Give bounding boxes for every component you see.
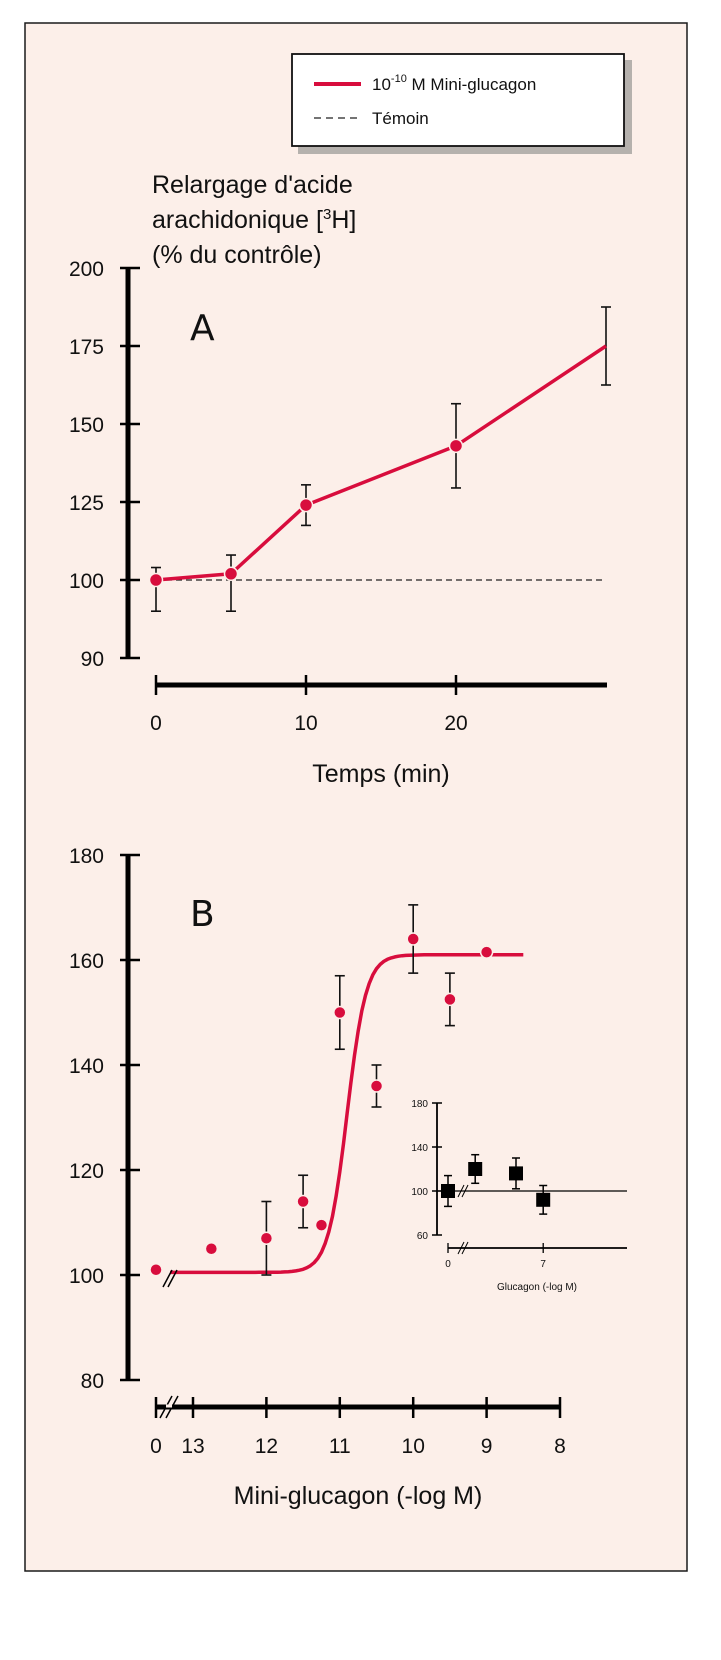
inset-x-axis-break — [457, 1184, 469, 1255]
inset-x-tick-label: 7 — [540, 1259, 546, 1270]
fit-curve — [170, 953, 524, 1275]
panel-a-y-tick-label: 90 — [81, 648, 104, 671]
panel-b-y-tick-label: 160 — [69, 950, 104, 973]
panel-b-x-ticks: 0 13 12 11 10 9 8 — [150, 1397, 566, 1458]
panel-a-y-tick-label: 175 — [69, 336, 104, 359]
inset-x-tick-label: 0 — [445, 1259, 451, 1270]
y-axis-title-line1: Relargage d'acide — [152, 171, 353, 199]
legend-box — [291, 53, 625, 147]
panel-b-y-tick-label: 120 — [69, 1160, 104, 1183]
panel-b-letter: B — [190, 894, 215, 935]
inset-x-axis-title: Glucagon (-log M) — [497, 1282, 577, 1293]
panel-b-x-tick-label: 10 — [402, 1435, 425, 1458]
panel-b-x-tick-label: 9 — [481, 1435, 493, 1458]
inset-data-point — [536, 1192, 551, 1207]
inset-marks — [441, 1153, 551, 1215]
panel-a-x-axis-title: Temps (min) — [312, 760, 450, 788]
panel-b-marks — [149, 904, 524, 1288]
data-point — [314, 1218, 329, 1232]
data-point — [298, 497, 314, 513]
panel-a-marks — [148, 306, 611, 613]
inset-y-tick-label: 140 — [411, 1143, 428, 1154]
data-point — [443, 992, 457, 1007]
figure-frame — [24, 22, 688, 1572]
data-point — [406, 932, 420, 946]
panel-a-y-tick-label: 100 — [69, 570, 104, 593]
panel-a-x-tick-label: 20 — [444, 712, 467, 735]
panel-a-y-ticks: 90 100 125 150 175 200 — [69, 258, 140, 671]
panel-a-y-tick-label: 150 — [69, 414, 104, 437]
data-point — [479, 945, 494, 959]
legend-label-mini-glucagon: 10-10 M Mini-glucagon — [372, 73, 536, 94]
panel-a-x-ticks: 0 10 20 — [150, 675, 468, 735]
curve-break-mark — [167, 1269, 178, 1288]
panel-b-y-tick-label: 140 — [69, 1055, 104, 1078]
data-point — [204, 1242, 219, 1256]
data-point — [333, 1005, 347, 1020]
panel-a-letter: A — [190, 308, 215, 349]
panel-b-x-tick-label: 11 — [329, 1435, 351, 1458]
panel-b: B 80 100 120 140 160 180 0 13 12 11 10 9 8 Mini-glu… — [69, 845, 627, 1510]
y-axis-title: Relargage d'acide arachidonique [3H] (% … — [152, 171, 356, 269]
panel-a-x-tick-label: 10 — [294, 712, 317, 735]
legend: 10-10 M Mini-glucagon Témoin — [291, 53, 632, 154]
panel-b-y-tick-label: 100 — [69, 1265, 104, 1288]
data-point — [369, 1079, 384, 1093]
panel-b-y-ticks: 80 100 120 140 160 180 — [69, 845, 140, 1393]
panel-b-x-tick-label: 8 — [554, 1435, 566, 1458]
legend-label-temoin: Témoin — [372, 109, 429, 128]
data-point — [223, 566, 239, 582]
inset-y-tick-label: 60 — [417, 1231, 429, 1242]
inset-data-point — [441, 1184, 455, 1198]
inset-data-point — [509, 1166, 523, 1181]
inset-y-tick-label: 100 — [411, 1187, 428, 1198]
panel-b-x-tick-label: 0 — [150, 1435, 162, 1458]
panel-b-x-tick-label: 12 — [255, 1435, 278, 1458]
panel-b-x-axis-title: Mini-glucagon (-log M) — [234, 1482, 483, 1510]
panel-a: A 90 100 125 150 175 200 0 10 20 Temps (min) — [69, 258, 611, 788]
data-point — [148, 572, 164, 588]
panel-a-y-tick-label: 200 — [69, 258, 104, 281]
panel-a-y-tick-label: 125 — [69, 492, 104, 515]
panel-b-y-tick-label: 180 — [69, 845, 104, 868]
y-axis-title-line3: (% du contrôle) — [152, 241, 322, 269]
panel-b-x-axis-break — [159, 1395, 179, 1419]
data-point — [296, 1194, 310, 1209]
inset-y-ticks: 60 100 140 180 — [411, 1099, 442, 1242]
curve-break-mark — [162, 1269, 173, 1288]
inset-data-point — [468, 1162, 483, 1176]
data-point — [448, 438, 464, 454]
panel-b-x-tick-label: 13 — [181, 1435, 204, 1458]
y-axis-title-line2: arachidonique [3H] — [152, 206, 356, 234]
panel-a-x-tick-label: 0 — [150, 712, 162, 735]
data-point — [259, 1231, 274, 1245]
data-point — [149, 1263, 163, 1277]
panel-b-y-tick-label: 80 — [81, 1370, 104, 1393]
inset-y-tick-label: 180 — [411, 1099, 428, 1110]
